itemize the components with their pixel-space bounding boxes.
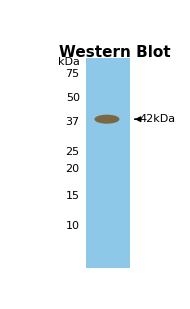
Text: 15: 15 (66, 192, 80, 201)
Ellipse shape (94, 115, 120, 124)
Bar (86, 58, 130, 268)
Text: 50: 50 (66, 93, 80, 103)
Text: 42kDa: 42kDa (139, 114, 176, 124)
Text: kDa: kDa (58, 57, 80, 67)
Text: Western Blot: Western Blot (59, 45, 171, 60)
Text: 25: 25 (66, 147, 80, 158)
Text: 20: 20 (66, 164, 80, 174)
Text: 75: 75 (66, 69, 80, 79)
Text: 10: 10 (66, 221, 80, 231)
Text: 37: 37 (66, 116, 80, 127)
